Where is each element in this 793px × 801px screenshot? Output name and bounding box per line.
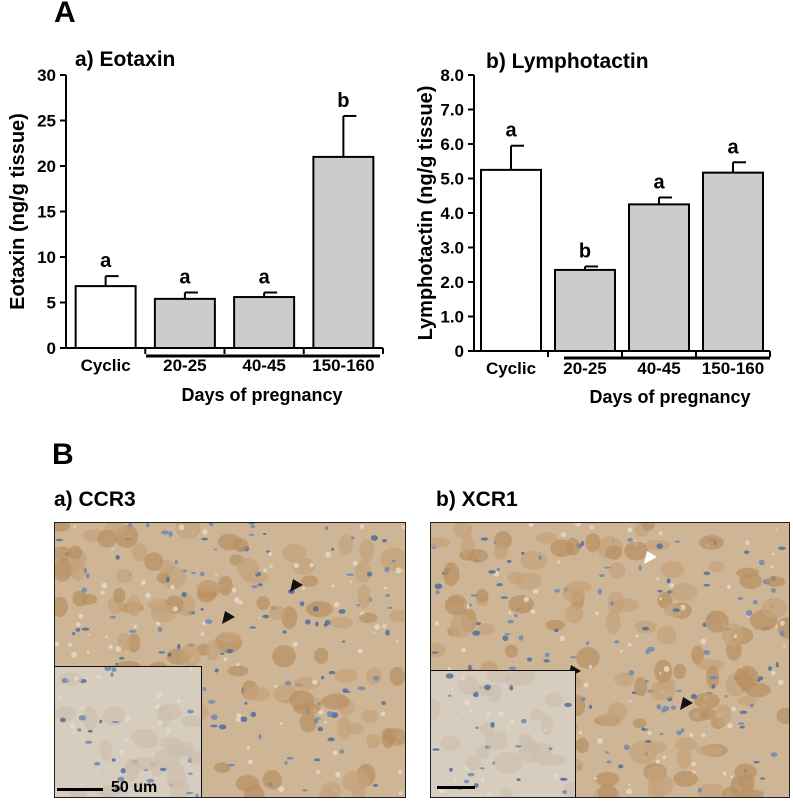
eotaxin-y-tick-label: 20 xyxy=(37,157,56,176)
lymphotactin-bar xyxy=(628,203,690,352)
chart2-title: b) Lymphotactin xyxy=(486,50,649,73)
micrograph2-title: b) XCR1 xyxy=(436,488,518,511)
eotaxin-bar xyxy=(312,155,375,349)
lymphotactin-y-tick-label: 5.0 xyxy=(440,170,464,189)
lymphotactin-bar xyxy=(702,171,764,352)
lymphotactin-category-label: Cyclic xyxy=(486,359,536,378)
arrowhead-icon xyxy=(290,579,303,592)
lymphotactin-bar xyxy=(480,168,542,352)
lymphotactin-significance-letter: a xyxy=(505,120,517,142)
lymphotactin-x-label: Days of pregnancy xyxy=(589,387,750,407)
lymphotactin-y-tick-label: 2.0 xyxy=(440,273,464,292)
lymphotactin-y-tick-label: 4.0 xyxy=(440,204,464,223)
lymphotactin-bar xyxy=(554,268,616,352)
eotaxin-significance-letter: a xyxy=(259,266,271,288)
arrowhead-icon xyxy=(222,611,235,624)
xcr1-micrograph xyxy=(430,522,790,798)
micrograph1-title: a) CCR3 xyxy=(54,488,136,511)
lymphotactin-significance-letter: a xyxy=(727,136,739,158)
lymphotactin-y-tick-label: 8.0 xyxy=(440,66,464,85)
eotaxin-category-label: 150-160 xyxy=(312,356,374,375)
scale-bar xyxy=(57,788,103,791)
lymphotactin-y-tick-label: 0 xyxy=(455,342,464,361)
eotaxin-y-tick-label: 10 xyxy=(37,248,56,267)
ccr3-inset xyxy=(55,666,202,797)
bar-charts: 0 5 10 15 20 25 30 a Cyclic a 20-25 a 40-45 b 150-160 D… xyxy=(7,66,771,407)
lymphotactin-y-tick-label: 6.0 xyxy=(440,135,464,154)
scale-bar xyxy=(437,786,475,789)
lymphotactin-significance-letter: a xyxy=(653,171,665,193)
arrowhead-icon xyxy=(680,697,693,710)
lymphotactin-category-label: 40-45 xyxy=(637,359,680,378)
xcr1-inset-image xyxy=(431,671,575,797)
ccr3-micrograph: 50 um xyxy=(54,522,406,798)
eotaxin-significance-letter: a xyxy=(100,250,112,272)
eotaxin-significance-letter: a xyxy=(179,266,191,288)
eotaxin-y-tick-label: 5 xyxy=(47,294,56,313)
eotaxin-y-label: Eotaxin (ng/g tissue) xyxy=(7,113,29,310)
eotaxin-bar xyxy=(74,285,137,349)
scale-bar-label: 50 um xyxy=(111,779,158,796)
eotaxin-category-label: Cyclic xyxy=(81,356,131,375)
lymphotactin-category-label: 20-25 xyxy=(563,359,606,378)
xcr1-inset xyxy=(431,670,576,797)
eotaxin-bar xyxy=(233,296,296,350)
eotaxin-x-label: Days of pregnancy xyxy=(181,385,342,405)
eotaxin-y-tick-label: 0 xyxy=(47,339,56,358)
eotaxin-bar xyxy=(153,297,216,349)
lymphotactin-y-label: Lymphotactin (ng/g tissue) xyxy=(415,86,437,341)
chart1-title: a) Eotaxin xyxy=(75,48,176,71)
ccr3-inset-image xyxy=(55,667,201,797)
eotaxin-y-tick-label: 30 xyxy=(37,66,56,85)
eotaxin-y-tick-label: 15 xyxy=(37,203,56,222)
lymphotactin-significance-letter: b xyxy=(579,240,591,262)
panel-a-label: A xyxy=(54,0,76,29)
eotaxin-category-label: 20-25 xyxy=(163,356,206,375)
eotaxin-y-tick-label: 25 xyxy=(37,112,56,131)
eotaxin-category-label: 40-45 xyxy=(242,356,285,375)
lymphotactin-category-label: 150-160 xyxy=(702,359,764,378)
eotaxin-significance-letter: b xyxy=(337,90,349,112)
panel-b-label: B xyxy=(52,438,74,471)
lymphotactin-y-tick-label: 1.0 xyxy=(440,308,464,327)
lymphotactin-y-tick-label: 7.0 xyxy=(440,101,464,120)
lymphotactin-y-tick-label: 3.0 xyxy=(440,239,464,258)
white-arrowhead-icon xyxy=(644,551,657,564)
